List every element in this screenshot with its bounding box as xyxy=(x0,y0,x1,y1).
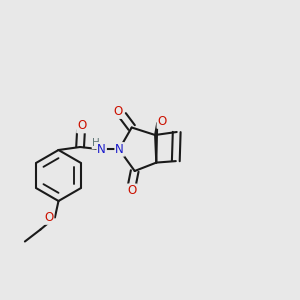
Text: N: N xyxy=(115,143,124,156)
Text: O: O xyxy=(114,105,123,118)
Text: N: N xyxy=(97,143,106,156)
Text: O: O xyxy=(77,119,86,133)
Text: O: O xyxy=(158,115,166,128)
Text: O: O xyxy=(127,184,136,197)
Text: O: O xyxy=(44,211,53,224)
Text: H: H xyxy=(92,138,100,148)
